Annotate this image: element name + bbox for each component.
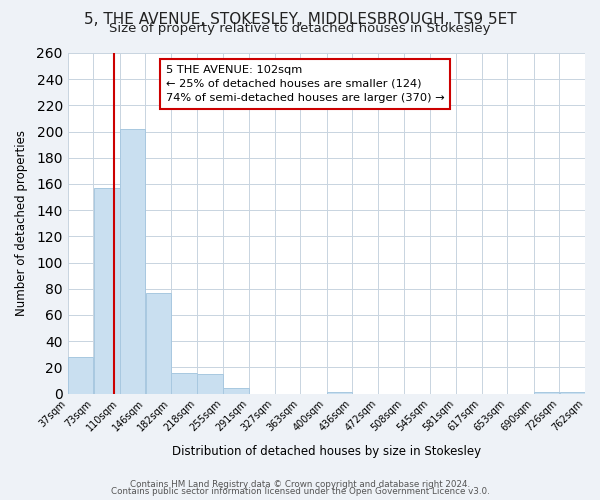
Text: Size of property relative to detached houses in Stokesley: Size of property relative to detached ho… [109, 22, 491, 35]
Text: 5 THE AVENUE: 102sqm
← 25% of detached houses are smaller (124)
74% of semi-deta: 5 THE AVENUE: 102sqm ← 25% of detached h… [166, 65, 445, 103]
Bar [223, 388, 248, 394]
Bar [68, 357, 93, 394]
Text: Contains public sector information licensed under the Open Government Licence v3: Contains public sector information licen… [110, 487, 490, 496]
Bar [327, 392, 352, 394]
Bar [534, 392, 559, 394]
Bar [94, 188, 119, 394]
Y-axis label: Number of detached properties: Number of detached properties [15, 130, 28, 316]
Bar [560, 392, 585, 394]
Bar [197, 374, 223, 394]
Bar [120, 129, 145, 394]
Bar [172, 372, 197, 394]
Text: Contains HM Land Registry data © Crown copyright and database right 2024.: Contains HM Land Registry data © Crown c… [130, 480, 470, 489]
Bar [146, 292, 171, 394]
X-axis label: Distribution of detached houses by size in Stokesley: Distribution of detached houses by size … [172, 444, 481, 458]
Text: 5, THE AVENUE, STOKESLEY, MIDDLESBROUGH, TS9 5ET: 5, THE AVENUE, STOKESLEY, MIDDLESBROUGH,… [83, 12, 517, 26]
